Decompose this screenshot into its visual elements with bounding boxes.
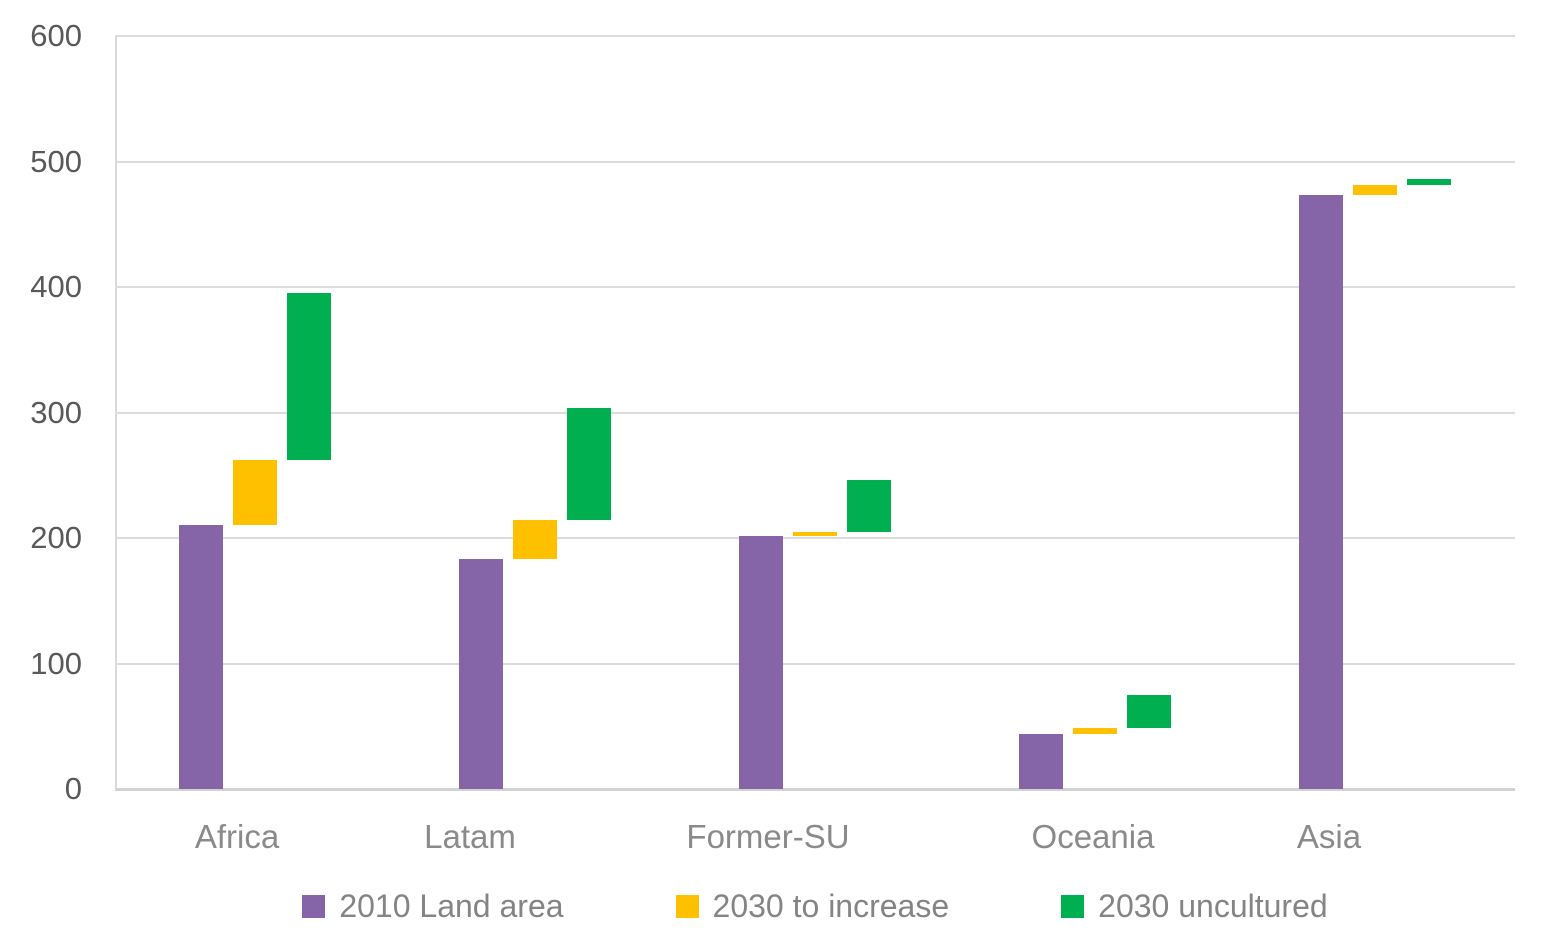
bar-latam-2030-to-increase — [513, 520, 557, 560]
bar-former-su-2010-land-area — [739, 535, 783, 789]
bar-africa-2030-uncultured — [287, 293, 331, 461]
gridline-200 — [115, 537, 1515, 539]
plot-area — [115, 35, 1515, 791]
legend-swatch-2030-uncultured-icon — [1061, 894, 1085, 918]
legend-item-2030-to-increase: 2030 to increase — [675, 887, 950, 925]
bar-latam-2030-uncultured — [567, 407, 611, 521]
bar-asia-2030-uncultured — [1407, 179, 1451, 186]
bar-oceania-2030-uncultured — [1127, 694, 1171, 728]
y-tick-label-300: 300 — [30, 394, 82, 430]
y-tick-label-200: 200 — [30, 520, 82, 555]
gridline-600 — [115, 35, 1515, 37]
bar-former-su-2030-uncultured — [847, 480, 891, 532]
legend-item-2010-land-area: 2010 Land area — [302, 887, 564, 925]
legend-swatch-2010-land-area-icon — [302, 894, 326, 918]
y-tick-label-500: 500 — [30, 143, 82, 179]
bar-former-su-2030-to-increase — [793, 531, 837, 536]
y-tick-label-0: 0 — [64, 771, 82, 806]
bar-oceania-2030-to-increase — [1073, 727, 1117, 734]
gridline-100 — [115, 662, 1515, 665]
bar-africa-2030-to-increase — [233, 460, 277, 526]
legend-swatch-2030-to-increase-icon — [675, 894, 699, 918]
bar-oceania-2010-land-area — [1019, 733, 1063, 789]
x-category-label-asia: Asia — [1296, 818, 1362, 855]
legend-label-2030-to-increase: 2030 to increase — [712, 887, 950, 924]
y-tick-label-100: 100 — [30, 645, 82, 681]
legend-item-2030-uncultured: 2030 uncultured — [1061, 888, 1328, 925]
gridline-400 — [115, 286, 1515, 288]
x-category-label-africa: Africa — [194, 818, 280, 855]
legend-label-2030-uncultured: 2030 uncultured — [1098, 887, 1328, 924]
gridline-300 — [115, 411, 1515, 414]
y-tick-label-400: 400 — [30, 269, 82, 304]
x-axis-line — [115, 788, 1515, 791]
x-category-label-oceania: Oceania — [1031, 818, 1155, 855]
bar-africa-2010-land-area — [179, 525, 223, 789]
bar-latam-2010-land-area — [459, 559, 503, 789]
legend-label-2010-land-area: 2010 Land area — [339, 887, 564, 924]
bar-asia-2030-to-increase — [1353, 185, 1397, 196]
x-category-label-former-su: Former-SU — [686, 818, 850, 855]
legend: 2010 Land area 2030 to increase 2030 unc… — [115, 882, 1515, 930]
gridline-500 — [115, 160, 1515, 163]
bar-asia-2010-land-area — [1299, 195, 1343, 789]
x-category-label-latam: Latam — [424, 818, 516, 855]
y-tick-label-600: 600 — [30, 18, 82, 53]
